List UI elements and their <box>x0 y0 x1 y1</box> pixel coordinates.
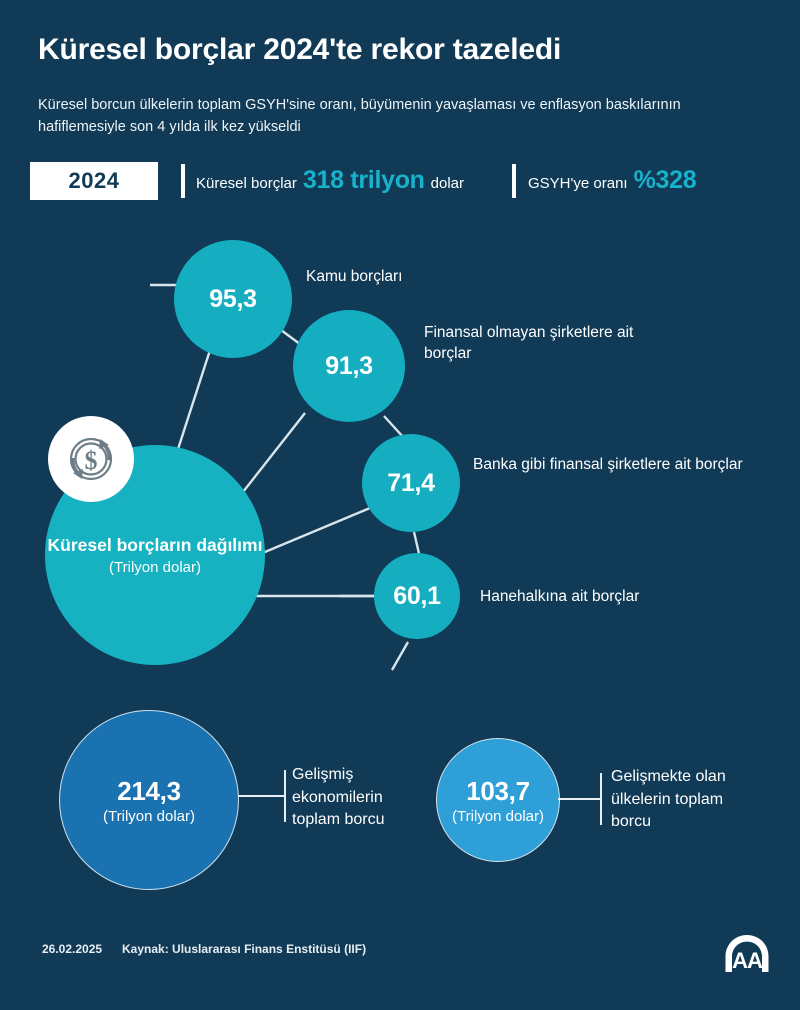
footer: 26.02.2025 Kaynak: Uluslararası Finans E… <box>0 930 800 980</box>
stat-divider-1 <box>181 164 185 198</box>
stat-gdp-ratio-value: %328 <box>633 166 697 194</box>
stat-total-debt: Küresel borçlar 318 trilyon dolar <box>196 166 464 195</box>
bubble-hanehalki[interactable]: 60,1 <box>374 553 460 639</box>
page-title: Küresel borçlar 2024'te rekor tazeledi <box>38 33 562 66</box>
bubble-center-unit: (Trilyon dolar) <box>109 558 201 576</box>
svg-text:$: $ <box>85 446 98 475</box>
bubble-label-finansal-olmayan-sirketler: Finansal olmayan şirketlere ait borçlar <box>424 324 634 363</box>
dollar-coin-recycle-icon: $ <box>48 416 134 502</box>
bubble-center-title: Küresel borçların dağılımı <box>47 534 263 555</box>
bubble-banka-finansal-sirketler[interactable]: 71,4 <box>362 434 460 532</box>
stat-divider-2 <box>512 164 516 198</box>
total-value: 103,7 <box>466 775 530 806</box>
stat-total-debt-prefix: Küresel borçlar <box>196 175 297 192</box>
bubble-label-hanehalki: Hanehalkına ait borçlar <box>480 588 640 605</box>
bracket-advanced-economies <box>238 770 288 822</box>
bubble-value: 71,4 <box>387 468 435 497</box>
total-circle-advanced-economies[interactable]: 214,3 (Trilyon dolar) <box>59 710 239 890</box>
total-label-advanced-economies: Gelişmiş ekonomilerin toplam borcu <box>292 766 385 829</box>
svg-text:AA: AA <box>732 948 763 973</box>
stat-gdp-ratio-prefix: GSYH'ye oranı <box>528 175 628 192</box>
total-value: 214,3 <box>117 775 181 806</box>
bubble-network: Küresel borçların dağılımı (Trilyon dola… <box>0 218 800 688</box>
totals-section: 214,3 (Trilyon dolar) Gelişmiş ekonomile… <box>0 690 800 900</box>
total-unit: (Trilyon dolar) <box>452 807 544 825</box>
aa-logo: AA <box>722 932 772 976</box>
total-label-emerging-economies: Gelişmekte olan ülkelerin toplam borcu <box>611 768 726 831</box>
total-circle-emerging-economies[interactable]: 103,7 (Trilyon dolar) <box>436 738 560 862</box>
stat-total-debt-suffix: dolar <box>430 175 464 192</box>
bubble-kamu-borclari[interactable]: 95,3 <box>174 240 292 358</box>
year-badge: 2024 <box>30 162 158 200</box>
stat-gdp-ratio: GSYH'ye oranı %328 <box>528 166 697 195</box>
bracket-emerging-economies <box>558 773 608 825</box>
footer-source: Kaynak: Uluslararası Finans Enstitüsü (I… <box>122 942 367 956</box>
bubble-label-kamu-borclari: Kamu borçları <box>306 268 403 285</box>
stat-total-debt-value: 318 trilyon <box>302 166 425 194</box>
bubble-value: 91,3 <box>325 351 373 380</box>
page-subtitle: Küresel borcun ülkelerin toplam GSYH'sin… <box>38 97 681 135</box>
stat-bar: 2024 Küresel borçlar 318 trilyon dolar G… <box>0 160 800 204</box>
footer-date: 26.02.2025 <box>42 942 103 956</box>
bubble-label-banka-finansal-sirketler: Banka gibi finansal şirketlere ait borçl… <box>473 456 743 473</box>
bubble-value: 95,3 <box>209 284 257 313</box>
bubble-value: 60,1 <box>393 581 441 610</box>
year-label: 2024 <box>68 168 120 193</box>
bubble-finansal-olmayan-sirketler[interactable]: 91,3 <box>293 310 405 422</box>
total-unit: (Trilyon dolar) <box>103 807 195 825</box>
